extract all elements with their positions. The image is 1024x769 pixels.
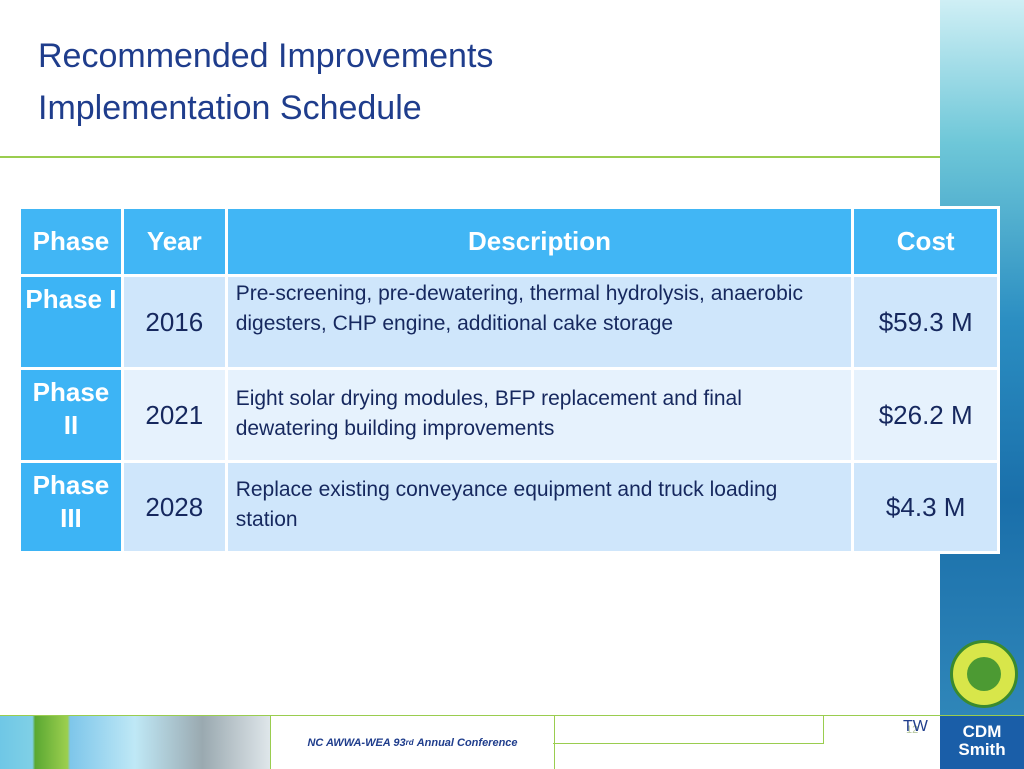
cost-cell: $4.3 M bbox=[851, 460, 1000, 554]
column-header: Cost bbox=[851, 206, 1000, 277]
conference-text: NC AWWA-WEA 93 bbox=[307, 736, 406, 749]
description-cell: Replace existing conveyance equipment an… bbox=[224, 460, 855, 554]
cost-cell: $59.3 M bbox=[851, 274, 1000, 370]
initials: TW bbox=[903, 718, 928, 735]
title-rule bbox=[0, 156, 940, 158]
conference-text: Annual Conference bbox=[416, 736, 518, 749]
title-line: Recommended Improvements bbox=[38, 37, 494, 75]
schedule-table: Phase Year Description Cost Phase I 2016… bbox=[18, 206, 1000, 554]
column-header: Year bbox=[120, 206, 228, 277]
year-cell: 2021 bbox=[120, 367, 228, 463]
ordinal-suffix: rd bbox=[405, 738, 414, 747]
phase-cell: Phase II bbox=[18, 367, 124, 463]
logo-text: CDM bbox=[962, 722, 1002, 741]
cost-cell: $26.2 M bbox=[851, 367, 1000, 463]
logo-text: Smith bbox=[958, 740, 1006, 759]
footer-images bbox=[0, 716, 270, 769]
slide-title: Recommended Improvements Implementation … bbox=[38, 30, 493, 134]
company-logo: CDM Smith bbox=[940, 716, 1024, 769]
footer-cell bbox=[553, 716, 824, 744]
title-line: Implementation Schedule bbox=[38, 89, 422, 127]
phase-cell: Phase III bbox=[18, 460, 124, 554]
phase-cell: Phase I bbox=[18, 274, 124, 370]
description-cell: Pre-screening, pre-dewatering, thermal h… bbox=[224, 274, 855, 370]
header-row: Phase Year Description Cost bbox=[18, 206, 1000, 277]
table-row: Phase II 2021 Eight solar drying modules… bbox=[18, 367, 1000, 463]
column-header: Phase bbox=[18, 206, 124, 277]
table-row: Phase III 2028 Replace existing conveyan… bbox=[18, 460, 1000, 554]
description-cell: Eight solar drying modules, BFP replacem… bbox=[224, 367, 855, 463]
city-seal bbox=[950, 640, 1018, 708]
column-header: Description bbox=[224, 206, 855, 277]
slide-number: 12 bbox=[906, 724, 919, 736]
year-cell: 2016 bbox=[120, 274, 228, 370]
table-row: Phase I 2016 Pre-screening, pre-dewateri… bbox=[18, 274, 1000, 370]
year-cell: 2028 bbox=[120, 460, 228, 554]
